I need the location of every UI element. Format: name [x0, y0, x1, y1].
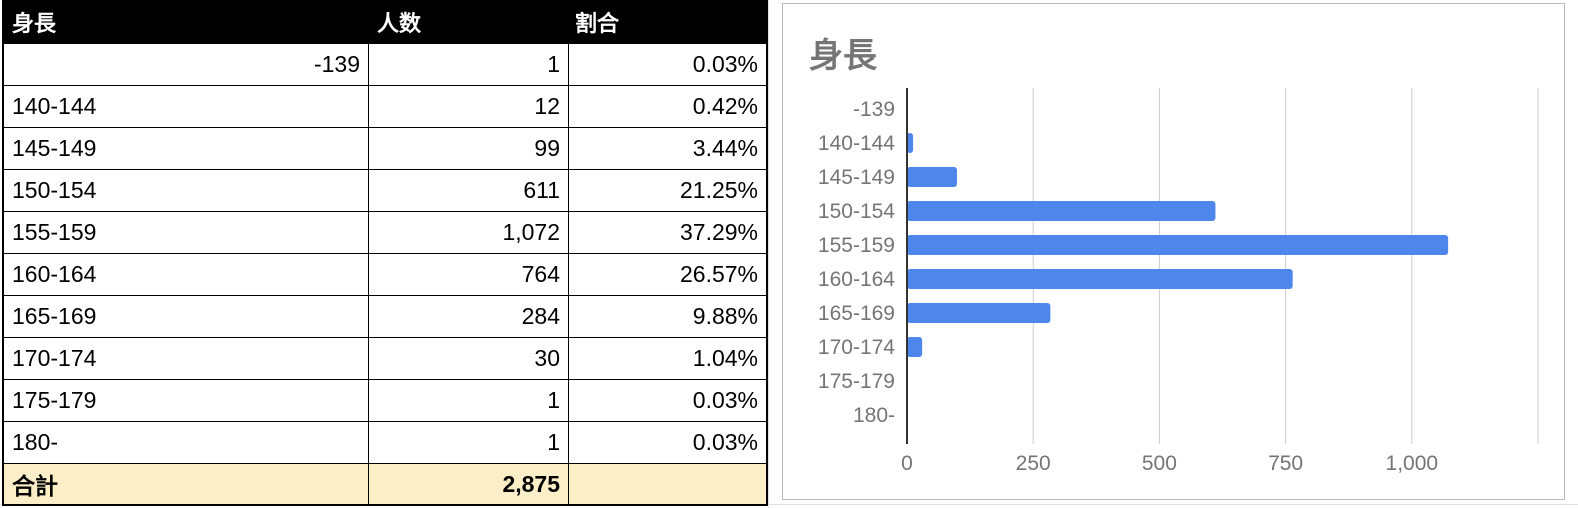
- cell-height[interactable]: 145-149: [4, 128, 369, 169]
- table-row: 155-159 1,072 37.29%: [4, 212, 766, 254]
- cell-ratio[interactable]: 26.57%: [679, 261, 758, 287]
- category-label: 175-179: [818, 370, 895, 393]
- total-ratio[interactable]: [569, 464, 766, 504]
- category-label: -139: [853, 98, 895, 121]
- cell-height[interactable]: 165-169: [4, 296, 369, 337]
- chart-plot: -139 140-144 145-149 150-154 155-159 160-164 1…: [818, 88, 1539, 475]
- cell-ratio[interactable]: 0.42%: [692, 93, 758, 119]
- category-label: 145-149: [818, 166, 895, 189]
- cell-count[interactable]: 1: [369, 44, 569, 85]
- category-label: 150-154: [818, 200, 895, 223]
- cell-count[interactable]: 1: [369, 422, 569, 463]
- category-label: 155-159: [818, 234, 895, 257]
- category-label: 140-144: [818, 132, 895, 155]
- category-label: 180-: [853, 404, 895, 427]
- cell-count[interactable]: 30: [369, 338, 569, 379]
- table-row: 175-179 1 0.03%: [4, 380, 766, 422]
- chart-title: 身長: [809, 37, 877, 75]
- bar-chart[interactable]: -139 140-144 145-149 150-154 155-159 160-164 1…: [782, 3, 1565, 500]
- category-label: 165-169: [818, 302, 895, 325]
- sheet-gridline: [768, 0, 769, 508]
- header-ratio[interactable]: 割合: [575, 11, 620, 36]
- bar[interactable]: [907, 337, 923, 357]
- cell-ratio[interactable]: 0.03%: [692, 429, 758, 455]
- total-count[interactable]: 2,875: [369, 464, 569, 504]
- cell-ratio[interactable]: 0.03%: [692, 51, 758, 77]
- cell-count[interactable]: 12: [369, 86, 569, 127]
- cell-count[interactable]: 1: [369, 380, 569, 421]
- bar[interactable]: [907, 235, 1449, 255]
- table-total-row: 合計 2,875: [4, 464, 766, 504]
- cell-height[interactable]: 170-174: [4, 338, 369, 379]
- table-row: 145-149 99 3.44%: [4, 128, 766, 170]
- cell-count[interactable]: 764: [369, 254, 569, 295]
- cell-height[interactable]: 180-: [4, 422, 369, 463]
- cell-ratio[interactable]: 1.04%: [692, 345, 758, 371]
- x-tick-label: 250: [1016, 452, 1051, 475]
- table-header-row: 身長 人数 割合: [4, 0, 766, 44]
- cell-count[interactable]: 284: [369, 296, 569, 337]
- bar[interactable]: [907, 167, 957, 187]
- table-row: 150-154 611 21.25%: [4, 170, 766, 212]
- header-height[interactable]: 身長: [12, 11, 57, 36]
- x-tick-label: 0: [901, 452, 913, 475]
- total-label[interactable]: 合計: [4, 464, 369, 504]
- bar[interactable]: [907, 303, 1051, 323]
- table-row: 165-169 284 9.88%: [4, 296, 766, 338]
- bar[interactable]: [907, 133, 914, 153]
- cell-height[interactable]: 140-144: [4, 86, 369, 127]
- bar[interactable]: [907, 201, 1216, 221]
- height-table: 身長 人数 割合 -139 1 0.03% 140-144 12 0.42% 145-149…: [2, 0, 768, 506]
- x-tick-label: 1,000: [1386, 452, 1439, 475]
- cell-height[interactable]: 155-159: [4, 212, 369, 253]
- cell-height[interactable]: 160-164: [4, 254, 369, 295]
- cell-ratio[interactable]: 3.44%: [692, 135, 758, 161]
- cell-height[interactable]: 150-154: [4, 170, 369, 211]
- bar[interactable]: [907, 269, 1293, 289]
- header-count[interactable]: 人数: [377, 11, 422, 36]
- x-tick-label: 750: [1268, 452, 1303, 475]
- sheet-gridline: [0, 504, 1578, 505]
- cell-ratio[interactable]: 21.25%: [679, 177, 758, 203]
- table-row: 180- 1 0.03%: [4, 422, 766, 464]
- table-row: 160-164 764 26.57%: [4, 254, 766, 296]
- cell-ratio[interactable]: 37.29%: [679, 219, 758, 245]
- x-tick-label: 500: [1142, 452, 1177, 475]
- table-row: 140-144 12 0.42%: [4, 86, 766, 128]
- cell-count[interactable]: 1,072: [369, 212, 569, 253]
- table-row: -139 1 0.03%: [4, 44, 766, 86]
- cell-height[interactable]: 175-179: [4, 380, 369, 421]
- cell-ratio[interactable]: 0.03%: [692, 387, 758, 413]
- cell-height[interactable]: -139: [4, 44, 369, 85]
- cell-count[interactable]: 611: [369, 170, 569, 211]
- cell-count[interactable]: 99: [369, 128, 569, 169]
- category-label: 160-164: [818, 268, 895, 291]
- table-row: 170-174 30 1.04%: [4, 338, 766, 380]
- category-label: 170-174: [818, 336, 895, 359]
- cell-ratio[interactable]: 9.88%: [692, 303, 758, 329]
